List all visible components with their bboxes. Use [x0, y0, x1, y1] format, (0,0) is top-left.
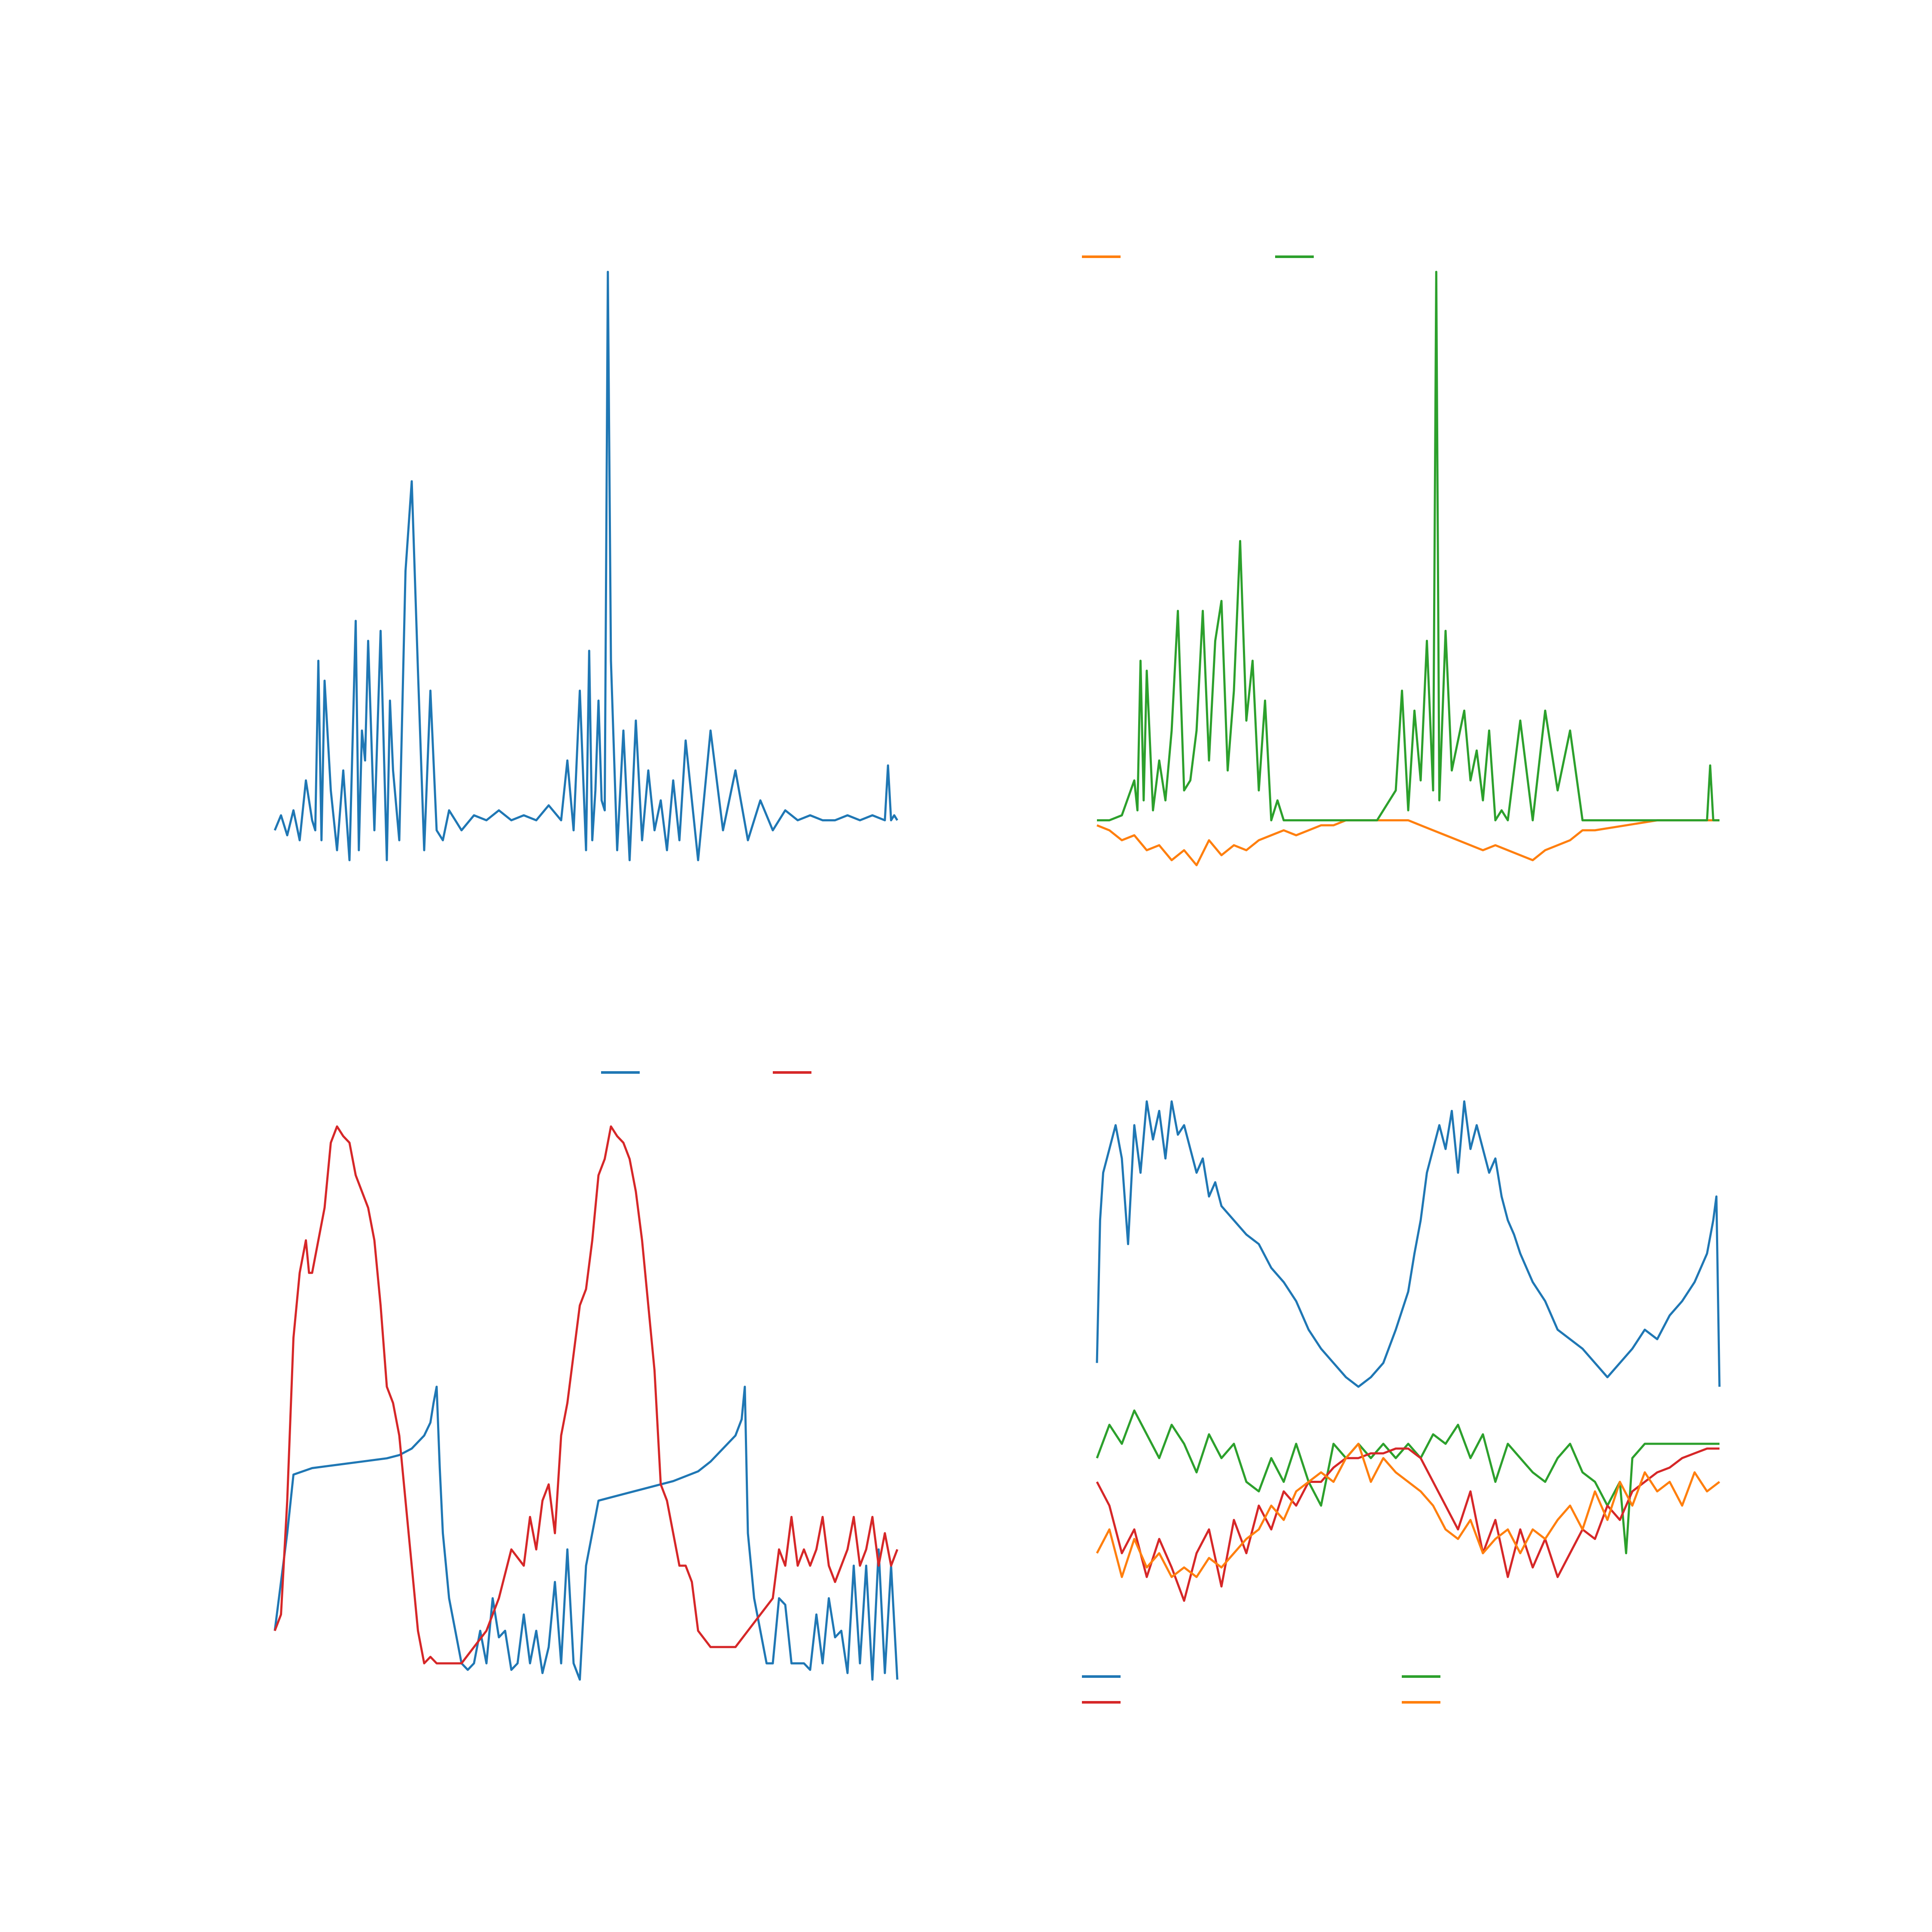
series-line-bottom-right-1	[1096, 1409, 1719, 1555]
series-line-bottom-right-3	[1096, 1443, 1720, 1578]
panel-bottom-right	[1096, 1100, 1721, 1602]
panel-top-right	[1097, 270, 1719, 866]
series-line-bottom-right-2	[1096, 1447, 1719, 1602]
series-line-bottom-left-0	[273, 1385, 899, 1681]
series-line-top-left-0	[273, 270, 899, 861]
panel-bottom-left	[273, 1125, 899, 1681]
series-line-top-right-1	[1097, 270, 1719, 822]
legend-bottom-right	[1082, 1675, 1440, 1704]
series-line-bottom-right-0	[1096, 1100, 1721, 1388]
series-line-top-right-0	[1097, 819, 1719, 866]
panel-top-left	[273, 270, 899, 861]
series-line-bottom-left-1	[273, 1125, 899, 1665]
